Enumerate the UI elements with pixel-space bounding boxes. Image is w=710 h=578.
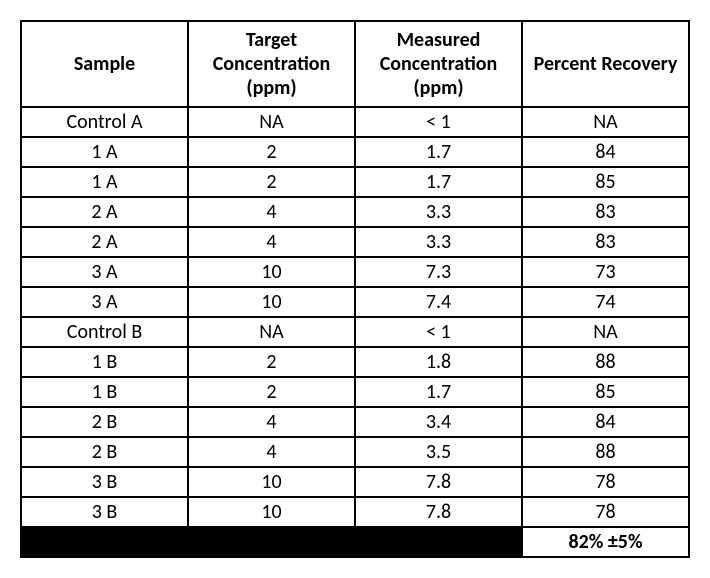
table-cell: 4	[188, 437, 355, 467]
table-cell: 2 A	[21, 197, 188, 227]
table-cell: 2	[188, 347, 355, 377]
table-cell: 10	[188, 467, 355, 497]
summary-black-cell	[188, 527, 355, 557]
summary-value-cell: 82% ±5%	[522, 527, 689, 557]
table-cell: 3 A	[21, 257, 188, 287]
table-cell: 84	[522, 137, 689, 167]
table-cell: < 1	[355, 107, 522, 137]
table-cell: 7.3	[355, 257, 522, 287]
table-cell: 3 B	[21, 467, 188, 497]
col-header-target: Target Concentration (ppm)	[188, 21, 355, 107]
table-cell: 1.7	[355, 137, 522, 167]
table-cell: NA	[522, 317, 689, 347]
table-head: Sample Target Concentration (ppm) Measur…	[21, 21, 689, 107]
table-cell: Control A	[21, 107, 188, 137]
table-cell: < 1	[355, 317, 522, 347]
table-row: 1 A21.785	[21, 167, 689, 197]
table-cell: 1.7	[355, 377, 522, 407]
table-cell: 7.4	[355, 287, 522, 317]
table-body: Control ANA< 1NA1 A21.7841 A21.7852 A43.…	[21, 107, 689, 557]
table-row: Control BNA< 1NA	[21, 317, 689, 347]
table-row: 3 A107.474	[21, 287, 689, 317]
table-cell: NA	[188, 107, 355, 137]
col-header-sample: Sample	[21, 21, 188, 107]
table-cell: 2	[188, 137, 355, 167]
table-cell: 7.8	[355, 467, 522, 497]
table-cell: 74	[522, 287, 689, 317]
table-cell: 88	[522, 437, 689, 467]
table-cell: 3.5	[355, 437, 522, 467]
table-cell: 10	[188, 497, 355, 527]
table-row: 2 A43.383	[21, 197, 689, 227]
table-cell: 83	[522, 227, 689, 257]
table-cell: Control B	[21, 317, 188, 347]
table-cell: 3.4	[355, 407, 522, 437]
table-cell: 2	[188, 167, 355, 197]
table-cell: 85	[522, 167, 689, 197]
table-cell: 4	[188, 407, 355, 437]
table-cell: 7.8	[355, 497, 522, 527]
table-row: 1 B21.785	[21, 377, 689, 407]
table-row: Control ANA< 1NA	[21, 107, 689, 137]
table-cell: NA	[188, 317, 355, 347]
table-cell: 2 B	[21, 437, 188, 467]
table-cell: 2 A	[21, 227, 188, 257]
table-row: 2 A43.383	[21, 227, 689, 257]
summary-row: 82% ±5%	[21, 527, 689, 557]
header-row: Sample Target Concentration (ppm) Measur…	[21, 21, 689, 107]
table-cell: 4	[188, 197, 355, 227]
table-row: 2 B43.484	[21, 407, 689, 437]
table-cell: 84	[522, 407, 689, 437]
table-row: 3 A107.373	[21, 257, 689, 287]
table-cell: 2	[188, 377, 355, 407]
summary-black-cell	[355, 527, 522, 557]
table-cell: 3.3	[355, 197, 522, 227]
table-cell: 4	[188, 227, 355, 257]
table-cell: 83	[522, 197, 689, 227]
table-cell: 1 B	[21, 347, 188, 377]
table-cell: 1 B	[21, 377, 188, 407]
table-cell: 3 B	[21, 497, 188, 527]
col-header-measured: Measured Concentration (ppm)	[355, 21, 522, 107]
table-cell: 88	[522, 347, 689, 377]
summary-black-cell	[21, 527, 188, 557]
table-row: 3 B107.878	[21, 467, 689, 497]
table-row: 2 B43.588	[21, 437, 689, 467]
recovery-table: Sample Target Concentration (ppm) Measur…	[20, 20, 690, 558]
table-cell: 1 A	[21, 137, 188, 167]
table-cell: 1.7	[355, 167, 522, 197]
table-cell: 3 A	[21, 287, 188, 317]
table-container: Sample Target Concentration (ppm) Measur…	[20, 20, 690, 558]
table-cell: 10	[188, 257, 355, 287]
table-cell: 73	[522, 257, 689, 287]
table-row: 3 B107.878	[21, 497, 689, 527]
col-header-recovery: Percent Recovery	[522, 21, 689, 107]
table-row: 1 B21.888	[21, 347, 689, 377]
table-cell: 1.8	[355, 347, 522, 377]
table-cell: 3.3	[355, 227, 522, 257]
table-cell: NA	[522, 107, 689, 137]
table-cell: 2 B	[21, 407, 188, 437]
table-cell: 10	[188, 287, 355, 317]
table-cell: 78	[522, 467, 689, 497]
table-cell: 78	[522, 497, 689, 527]
table-row: 1 A21.784	[21, 137, 689, 167]
table-cell: 85	[522, 377, 689, 407]
table-cell: 1 A	[21, 167, 188, 197]
